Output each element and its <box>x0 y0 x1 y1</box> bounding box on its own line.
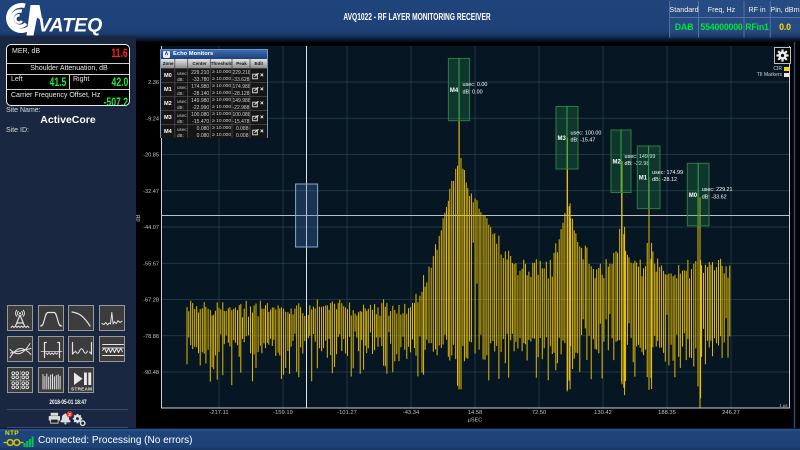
svg-text:usec: 149.99: usec: 149.99 <box>625 154 656 160</box>
svg-text:DAB: DAB <box>675 22 693 32</box>
svg-text:-159.19: -159.19 <box>273 410 293 416</box>
svg-text:246.27: 246.27 <box>722 410 740 416</box>
svg-text:M2: M2 <box>613 159 622 165</box>
svg-text:M0: M0 <box>689 193 698 199</box>
svg-text:-55.67: -55.67 <box>143 261 159 267</box>
svg-text:RFin1: RFin1 <box>745 22 769 32</box>
svg-text:-32.47: -32.47 <box>143 189 159 195</box>
svg-text:130.42: 130.42 <box>594 410 612 416</box>
svg-text:RF in: RF in <box>748 5 765 14</box>
svg-text:μSEC: μSEC <box>468 418 483 424</box>
svg-text:dB: -15.47: dB: -15.47 <box>571 138 596 144</box>
svg-text:Standard: Standard <box>669 5 698 14</box>
svg-text:STREAM: STREAM <box>71 387 92 392</box>
svg-text:188.35: 188.35 <box>658 410 676 416</box>
svg-text:72.50: 72.50 <box>532 410 547 416</box>
svg-text:usec: 100.00: usec: 100.00 <box>571 130 602 136</box>
svg-text:-43.34: -43.34 <box>403 410 420 416</box>
svg-text:dB: -33.62: dB: -33.62 <box>702 195 727 201</box>
svg-text:dB: 0.00: dB: 0.00 <box>463 90 483 96</box>
svg-text:554000000: 554000000 <box>700 22 743 32</box>
svg-text:-67.28: -67.28 <box>143 298 159 304</box>
svg-text:Pin, dBm: Pin, dBm <box>770 5 799 14</box>
svg-text:usec: 229.21: usec: 229.21 <box>702 187 733 193</box>
svg-text:-90.48: -90.48 <box>143 370 159 376</box>
svg-text:-78.88: -78.88 <box>143 334 159 340</box>
svg-text:VATEQ: VATEQ <box>38 14 102 36</box>
svg-text:Freq, Hz: Freq, Hz <box>708 5 736 14</box>
svg-text:2: 2 <box>68 411 71 417</box>
svg-text:-20.85: -20.85 <box>143 153 159 159</box>
svg-text:usec: 0.00: usec: 0.00 <box>463 82 488 88</box>
svg-text:M3: M3 <box>558 136 567 142</box>
svg-text:usec: 174.99: usec: 174.99 <box>652 170 683 176</box>
svg-text:dB: -28.12: dB: -28.12 <box>652 177 677 183</box>
svg-text:-44.07: -44.07 <box>143 225 159 231</box>
svg-text:-217.11: -217.11 <box>209 410 228 416</box>
svg-text:0.0: 0.0 <box>779 22 791 32</box>
svg-text:14.58: 14.58 <box>468 410 483 416</box>
svg-text:M4: M4 <box>450 88 459 94</box>
svg-text:M1: M1 <box>639 176 648 182</box>
svg-text:-9.24: -9.24 <box>146 116 159 122</box>
svg-text:-101.27: -101.27 <box>337 410 357 416</box>
svg-text:dB: dB <box>136 214 142 221</box>
svg-text:2.36: 2.36 <box>148 80 159 86</box>
svg-text:1 µs: 1 µs <box>780 403 788 408</box>
